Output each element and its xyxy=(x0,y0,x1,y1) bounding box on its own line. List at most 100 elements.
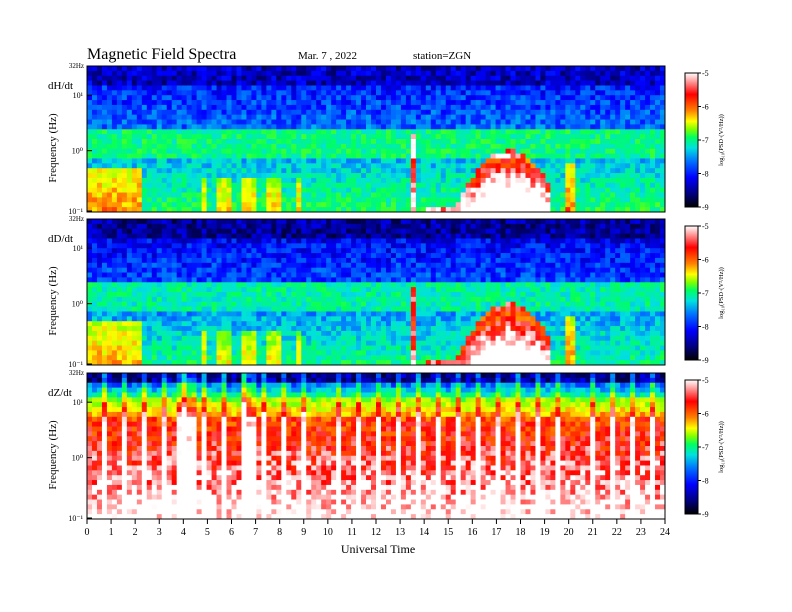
heatmap-cell xyxy=(256,311,262,317)
heatmap-cell xyxy=(520,66,526,72)
heatmap-cell xyxy=(136,158,143,164)
heatmap-cell xyxy=(361,197,367,203)
heatmap-cell xyxy=(246,257,252,264)
heatmap-cell xyxy=(281,134,287,140)
heatmap-cell xyxy=(206,124,212,130)
heatmap-cell xyxy=(276,119,282,125)
heatmap-cell xyxy=(96,253,103,259)
heatmap-cell xyxy=(331,173,337,179)
heatmap-cell xyxy=(226,277,232,283)
heatmap-cell xyxy=(276,248,282,254)
heatmap-cell xyxy=(620,124,626,130)
heatmap-cell xyxy=(136,335,143,342)
heatmap-cell xyxy=(206,163,212,169)
heatmap-cell xyxy=(306,287,312,293)
heatmap-cell xyxy=(500,124,506,130)
heatmap-cell xyxy=(121,95,128,101)
heatmap-cell xyxy=(580,143,586,150)
heatmap-cell xyxy=(435,119,442,125)
heatmap-cell xyxy=(605,129,611,135)
heatmap-cell xyxy=(261,129,267,135)
heatmap-cell xyxy=(141,85,148,91)
heatmap-cell xyxy=(126,330,133,337)
heatmap-cell xyxy=(271,355,277,361)
heatmap-cell xyxy=(580,168,586,174)
heatmap-cell xyxy=(151,192,158,198)
heatmap-cell xyxy=(271,292,277,298)
heatmap-cell xyxy=(505,187,511,193)
heatmap-cell xyxy=(361,182,367,189)
heatmap-cell xyxy=(96,311,103,317)
heatmap-cell xyxy=(475,177,482,184)
heatmap-cell xyxy=(251,177,257,184)
heatmap-cell xyxy=(326,148,332,154)
heatmap-cell xyxy=(256,335,262,342)
heatmap-cell xyxy=(650,148,656,154)
heatmap-cell xyxy=(171,197,178,203)
heatmap-cell xyxy=(635,168,641,174)
heatmap-cell xyxy=(246,143,252,150)
heatmap-cell xyxy=(266,292,272,298)
heatmap-cell xyxy=(271,66,277,72)
heatmap-cell xyxy=(600,70,606,77)
heatmap-cell xyxy=(276,66,282,72)
heatmap-cell xyxy=(660,75,666,81)
heatmap-cell xyxy=(281,119,287,125)
heatmap-cell xyxy=(266,262,272,269)
heatmap-cell xyxy=(136,134,143,140)
heatmap-cell xyxy=(206,66,212,72)
heatmap-cell xyxy=(585,129,591,135)
heatmap-cell xyxy=(201,134,207,140)
heatmap-cell xyxy=(126,90,133,96)
heatmap-cell xyxy=(251,326,257,332)
heatmap-cell xyxy=(326,253,332,259)
heatmap-cell xyxy=(505,124,511,130)
heatmap-cell xyxy=(276,219,282,225)
heatmap-cell xyxy=(87,95,93,101)
heatmap-cell xyxy=(241,163,247,169)
heatmap-cell xyxy=(505,143,511,150)
heatmap-cell xyxy=(585,192,591,198)
heatmap-cell xyxy=(176,287,183,293)
heatmap-cell xyxy=(480,197,487,203)
heatmap-cell xyxy=(500,139,506,145)
heatmap-cell xyxy=(645,104,651,111)
heatmap-cell xyxy=(610,192,616,198)
heatmap-cell xyxy=(121,233,128,239)
heatmap-cell xyxy=(336,85,342,91)
heatmap-cell xyxy=(600,143,606,150)
heatmap-cell xyxy=(455,173,462,179)
heatmap-cell xyxy=(321,197,327,203)
heatmap-cell xyxy=(385,168,392,174)
heatmap-cell xyxy=(251,153,257,159)
heatmap-cell xyxy=(410,187,417,193)
heatmap-cell xyxy=(555,153,561,159)
heatmap-cell xyxy=(251,243,257,249)
heatmap-cell xyxy=(540,187,546,193)
heatmap-cell xyxy=(141,197,148,203)
heatmap-cell xyxy=(87,114,93,120)
heatmap-cell xyxy=(555,143,561,150)
heatmap-cell xyxy=(346,177,352,184)
heatmap-cell xyxy=(111,124,118,130)
heatmap-cell xyxy=(520,168,526,174)
heatmap-cell xyxy=(660,173,666,179)
heatmap-cell xyxy=(181,153,188,159)
heatmap-cell xyxy=(311,267,317,273)
heatmap-cell xyxy=(650,90,656,96)
heatmap-cell xyxy=(435,182,442,189)
heatmap-cell xyxy=(196,267,202,273)
heatmap-cell xyxy=(276,326,282,332)
heatmap-cell xyxy=(231,335,237,342)
heatmap-cell xyxy=(550,104,556,111)
heatmap-cell xyxy=(296,134,302,140)
heatmap-cell xyxy=(206,197,212,203)
heatmap-cell xyxy=(445,75,452,81)
heatmap-cell xyxy=(201,311,207,317)
heatmap-cell xyxy=(301,238,307,244)
heatmap-cell xyxy=(131,173,138,179)
heatmap-cell xyxy=(445,139,452,145)
heatmap-cell xyxy=(281,321,287,327)
heatmap-cell xyxy=(166,66,173,72)
heatmap-cell xyxy=(301,85,307,91)
